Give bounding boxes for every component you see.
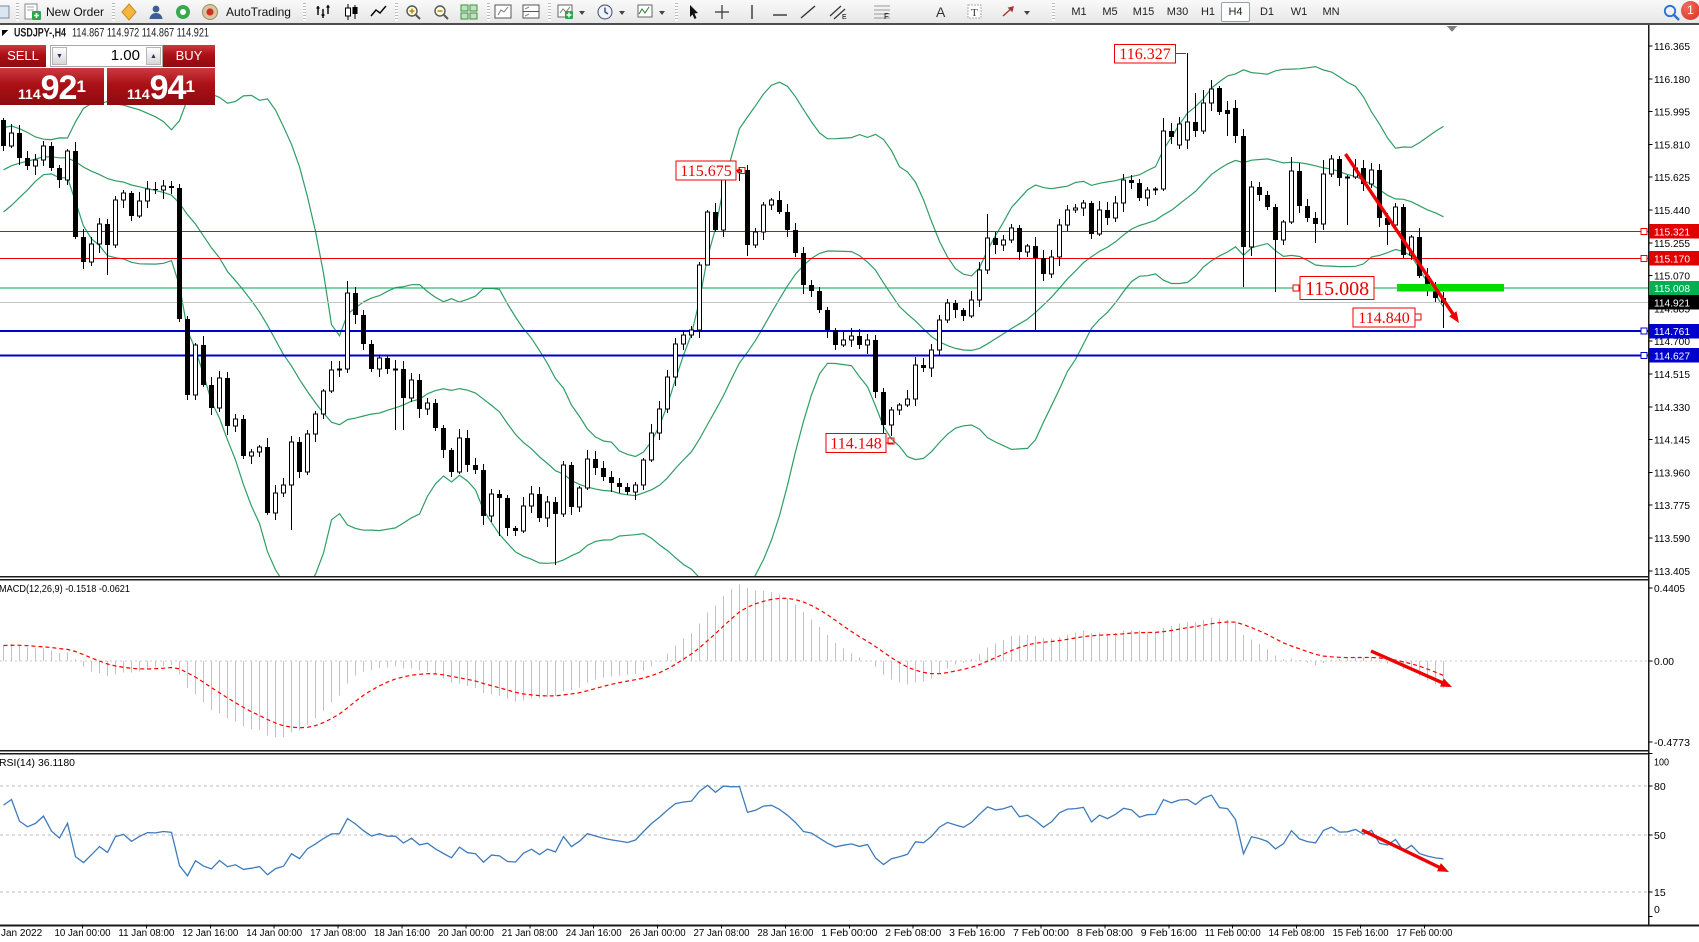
svg-text:12 Jan 16:00: 12 Jan 16:00 xyxy=(182,928,238,939)
svg-text:115.008: 115.008 xyxy=(1305,278,1369,300)
svg-text:114.921: 114.921 xyxy=(1654,298,1690,310)
svg-text:USDJPY-,H4: USDJPY-,H4 xyxy=(14,28,66,40)
svg-text:26 Jan 00:00: 26 Jan 00:00 xyxy=(630,928,686,939)
svg-text:113.590: 113.590 xyxy=(1654,533,1690,545)
svg-text:50: 50 xyxy=(1654,830,1666,842)
svg-text:116.180: 116.180 xyxy=(1654,74,1690,86)
svg-text:115.070: 115.070 xyxy=(1654,271,1690,283)
svg-text:114.515: 114.515 xyxy=(1654,369,1690,381)
svg-text:-0.4773: -0.4773 xyxy=(1654,737,1690,749)
svg-text:11 Feb 00:00: 11 Feb 00:00 xyxy=(1205,928,1261,939)
svg-text:115.810: 115.810 xyxy=(1654,139,1690,151)
svg-text:115.255: 115.255 xyxy=(1654,238,1690,250)
svg-text:T: T xyxy=(971,7,978,19)
svg-text:115.008: 115.008 xyxy=(1654,283,1690,295)
svg-text:24 Jan 16:00: 24 Jan 16:00 xyxy=(566,928,622,939)
svg-text:114.840: 114.840 xyxy=(1358,310,1409,327)
svg-text:2 Feb 08:00: 2 Feb 08:00 xyxy=(885,928,941,939)
svg-text:114.145: 114.145 xyxy=(1654,435,1690,447)
svg-text:Jan 2022: Jan 2022 xyxy=(1,928,43,939)
svg-text:115.675: 115.675 xyxy=(680,163,731,180)
svg-text:114.330: 114.330 xyxy=(1654,402,1690,414)
svg-text:8 Feb 08:00: 8 Feb 08:00 xyxy=(1077,928,1133,939)
svg-text:9 Feb 16:00: 9 Feb 16:00 xyxy=(1141,928,1197,939)
svg-text:RSI(14) 36.1180: RSI(14) 36.1180 xyxy=(0,757,75,769)
svg-text:115.625: 115.625 xyxy=(1654,172,1690,184)
svg-text:114.627: 114.627 xyxy=(1654,351,1690,363)
svg-text:21 Jan 08:00: 21 Jan 08:00 xyxy=(502,928,558,939)
svg-text:17 Feb 00:00: 17 Feb 00:00 xyxy=(1396,928,1452,939)
svg-text:11 Jan 08:00: 11 Jan 08:00 xyxy=(118,928,174,939)
svg-text:15: 15 xyxy=(1654,887,1666,899)
svg-text:115.995: 115.995 xyxy=(1654,107,1690,119)
svg-text:14 Jan 00:00: 14 Jan 00:00 xyxy=(246,928,302,939)
svg-text:116.365: 116.365 xyxy=(1654,41,1690,53)
svg-text:7 Feb 00:00: 7 Feb 00:00 xyxy=(1013,928,1069,939)
svg-text:MACD(12,26,9) -0.1518 -0.0621: MACD(12,26,9) -0.1518 -0.0621 xyxy=(0,583,130,595)
svg-text:113.405: 113.405 xyxy=(1654,566,1690,578)
svg-text:100: 100 xyxy=(1654,757,1669,769)
svg-text:113.775: 113.775 xyxy=(1654,500,1690,512)
svg-text:0: 0 xyxy=(1654,904,1660,916)
svg-text:114.148: 114.148 xyxy=(830,435,881,452)
svg-text:F: F xyxy=(884,12,889,21)
svg-text:20 Jan 00:00: 20 Jan 00:00 xyxy=(438,928,494,939)
svg-text:E: E xyxy=(842,14,847,21)
svg-text:10 Jan 00:00: 10 Jan 00:00 xyxy=(55,928,111,939)
svg-text:114.867 114.972 114.867 114.92: 114.867 114.972 114.867 114.921 xyxy=(72,28,209,40)
svg-text:114.700: 114.700 xyxy=(1654,336,1690,348)
svg-text:80: 80 xyxy=(1654,781,1666,793)
svg-text:15 Feb 16:00: 15 Feb 16:00 xyxy=(1333,928,1389,939)
svg-text:14 Feb 08:00: 14 Feb 08:00 xyxy=(1269,928,1325,939)
svg-text:1 Feb 00:00: 1 Feb 00:00 xyxy=(821,928,877,939)
svg-text:0.4405: 0.4405 xyxy=(1654,583,1685,595)
svg-text:116.327: 116.327 xyxy=(1119,46,1170,63)
svg-text:17 Jan 08:00: 17 Jan 08:00 xyxy=(310,928,366,939)
svg-text:28 Jan 16:00: 28 Jan 16:00 xyxy=(757,928,813,939)
svg-text:113.960: 113.960 xyxy=(1654,467,1690,479)
svg-text:27 Jan 08:00: 27 Jan 08:00 xyxy=(694,928,750,939)
svg-text:0.00: 0.00 xyxy=(1654,656,1674,668)
svg-text:115.440: 115.440 xyxy=(1654,205,1690,217)
svg-text:18 Jan 16:00: 18 Jan 16:00 xyxy=(374,928,430,939)
svg-text:3 Feb 16:00: 3 Feb 16:00 xyxy=(949,928,1005,939)
svg-text:114.761: 114.761 xyxy=(1654,326,1690,338)
svg-text:115.321: 115.321 xyxy=(1654,227,1690,239)
svg-text:115.170: 115.170 xyxy=(1654,254,1690,266)
